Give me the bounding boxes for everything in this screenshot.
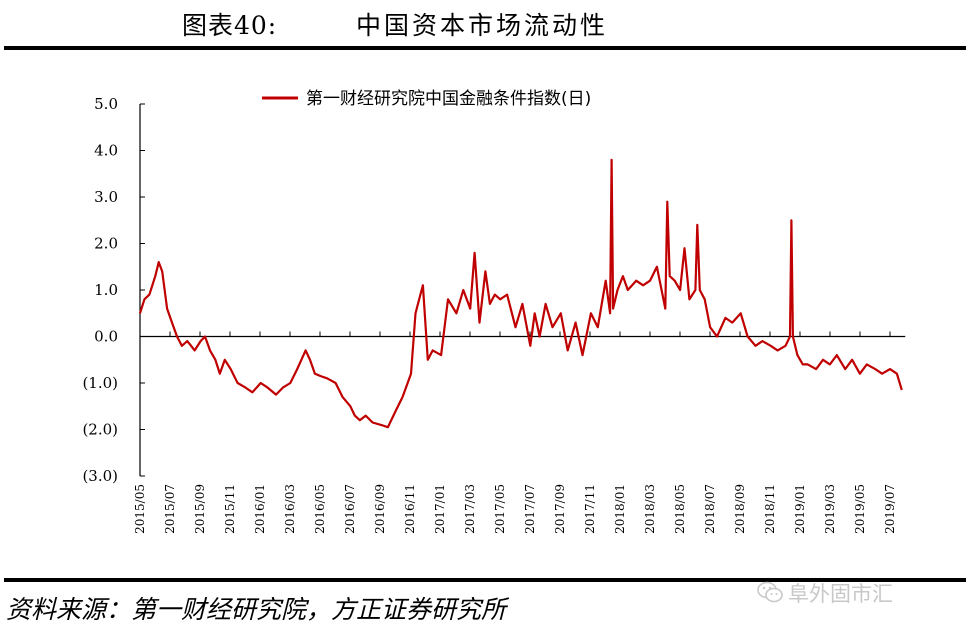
wechat-icon bbox=[757, 581, 783, 603]
x-tick-label: 2018/11 bbox=[763, 484, 777, 534]
x-tick-label: 2019/05 bbox=[853, 484, 867, 534]
x-tick-label: 2016/09 bbox=[373, 484, 387, 534]
x-tick-label: 2016/05 bbox=[313, 484, 327, 534]
x-tick-label: 2019/07 bbox=[883, 484, 897, 534]
x-tick-label: 2017/03 bbox=[463, 484, 477, 534]
y-tick-label: 0.0 bbox=[94, 328, 118, 346]
y-tick-label: (2.0) bbox=[82, 421, 118, 439]
bottom-rule bbox=[4, 578, 966, 582]
x-tick-label: 2015/11 bbox=[223, 484, 237, 534]
line-chart: 5.0 4.0 3.0 2.0 1.0 0.0 (1.0) (2.0) (3.0) 2015/05… bbox=[82, 89, 906, 534]
x-tick-label: 2018/09 bbox=[733, 484, 747, 534]
x-tick-label: 2015/05 bbox=[133, 484, 147, 534]
y-tick-label: 4.0 bbox=[94, 142, 118, 160]
y-tick-label: 5.0 bbox=[94, 95, 118, 113]
x-tick-label: 2019/03 bbox=[823, 484, 837, 534]
x-tick-label: 2018/05 bbox=[673, 484, 687, 534]
y-tick-label: 3.0 bbox=[94, 188, 118, 206]
figure-header: 图表40: 中国资本市场流动性 bbox=[0, 0, 972, 48]
x-tick-label: 2018/03 bbox=[643, 484, 657, 534]
x-tick-label: 2018/01 bbox=[613, 484, 627, 534]
figure-label: 图表40: bbox=[182, 11, 278, 40]
x-tick-label: 2016/03 bbox=[283, 484, 297, 534]
x-tick-label: 2018/07 bbox=[703, 484, 717, 534]
x-tick-label: 2016/11 bbox=[403, 484, 417, 534]
figure-title: 中国资本市场流动性 bbox=[356, 11, 609, 40]
x-tick-label: 2017/05 bbox=[493, 484, 507, 534]
y-tick-label: (3.0) bbox=[82, 467, 118, 485]
x-tick-label: 2017/07 bbox=[523, 484, 537, 534]
x-tick-label: 2017/01 bbox=[433, 484, 447, 534]
watermark: 阜外固市汇 bbox=[757, 578, 893, 608]
x-tick-label: 2015/09 bbox=[193, 484, 207, 534]
x-tick-label: 2016/01 bbox=[253, 484, 267, 534]
y-tick-label: 2.0 bbox=[94, 235, 118, 253]
x-tick-label: 2015/07 bbox=[163, 484, 177, 534]
x-tick-label: 2017/11 bbox=[583, 484, 597, 534]
y-tick-label: 1.0 bbox=[94, 281, 118, 299]
x-tick-label: 2019/01 bbox=[793, 484, 807, 534]
series-line bbox=[138, 158, 903, 429]
y-tick-label: (1.0) bbox=[82, 374, 118, 392]
top-rule bbox=[4, 46, 966, 50]
watermark-text: 阜外固市汇 bbox=[788, 582, 893, 606]
x-tick-label: 2016/07 bbox=[343, 484, 357, 534]
source-note: 资料来源：第一财经研究院，方正证券研究所 bbox=[6, 595, 507, 624]
legend-label: 第一财经研究院中国金融条件指数(日) bbox=[306, 89, 591, 109]
x-tick-label: 2017/09 bbox=[553, 484, 567, 534]
